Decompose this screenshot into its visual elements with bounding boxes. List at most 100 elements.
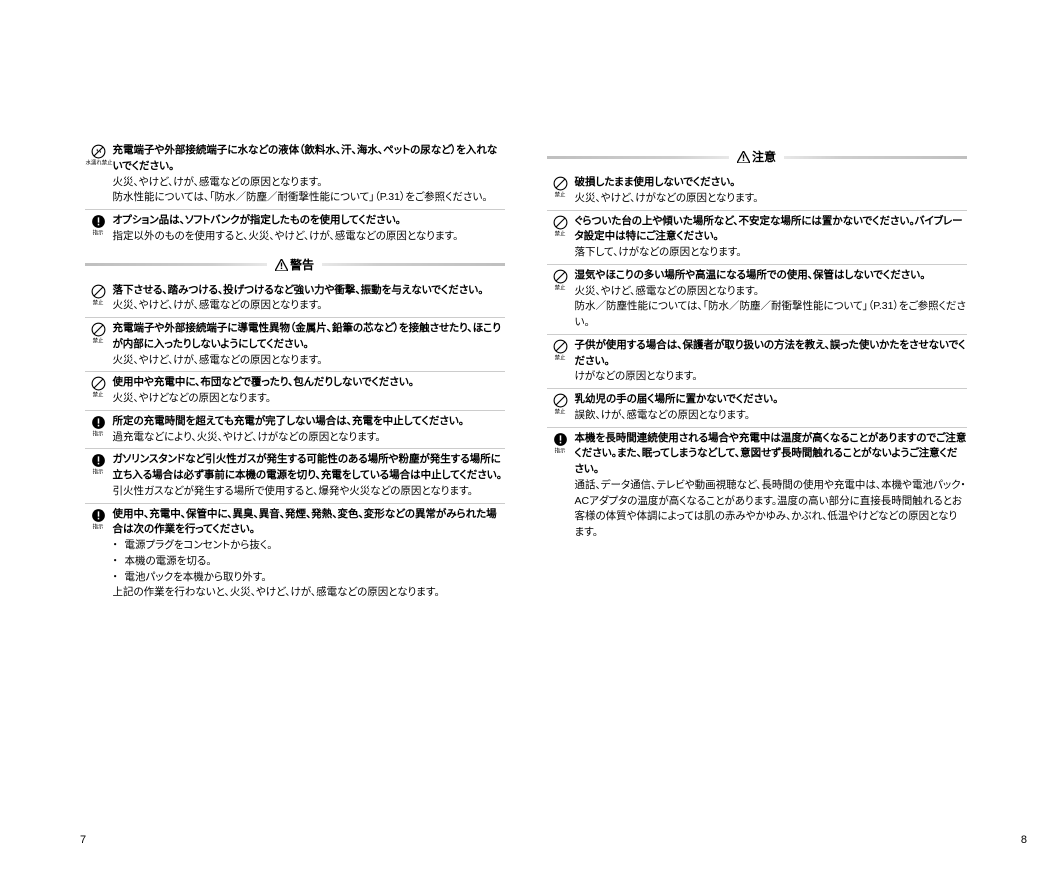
divider-bar [547,156,730,159]
safety-text: 破損したまま使用しないでください。 火災、やけど、けがなどの原因となります。 [575,175,967,207]
bullet-text: 電池パックを本機から取り外す。 [125,570,267,586]
safety-bold: 乳幼児の手の届く場所に置かないでください。 [575,392,967,408]
safety-item: 指示 オプション品は、ソフトバンクが指定したものを使用してください。 指定以外の… [85,210,505,248]
safety-text: ぐらついた台の上や傾いた場所など、不安定な場所には置かないでください。バイブレー… [575,214,967,261]
bullet-dot: ・ [113,538,125,554]
safety-line: 火災、やけど、けがなどの原因となります。 [575,191,967,207]
bullet: ・本機の電源を切る。 [113,554,505,570]
icon-label: 禁止 [93,300,104,308]
safety-text: 本機を長時間連続使用される場合や充電中は温度が高くなることがありますのでご注意く… [575,431,967,541]
safety-line: 誤飲、けが、感電などの原因となります。 [575,408,967,424]
instruct-icon [553,432,568,447]
icon-label: 指示 [555,448,566,456]
icon-col: 禁止 [85,376,113,401]
safety-text: ガソリンスタンドなど引火性ガスが発生する可能性のある場所や粉塵が発生する場所に立… [113,452,505,499]
safety-bold: 落下させる、踏みつける、投げつけるなど強い力や衝撃、振動を与えないでください。 [113,283,505,299]
safety-line: 火災、やけどなどの原因となります。 [113,391,505,407]
instruct-icon [91,214,106,229]
instruct-icon [91,415,106,430]
safety-text: 落下させる、踏みつける、投げつけるなど強い力や衝撃、振動を与えないでください。 … [113,283,505,315]
heading-text: 警告 [290,256,314,274]
safety-text: オプション品は、ソフトバンクが指定したものを使用してください。 指定以外のものを… [113,213,505,245]
safety-line: 火災、やけど、けが、感電などの原因となります。 [113,353,505,369]
divider-bar [85,263,268,266]
safety-text: 子供が使用する場合は、保護者が取り扱いの方法を教え、誤った使いかたをさせないでく… [575,338,967,385]
prohibit-icon [553,339,568,354]
safety-text: 使用中や充電中に、布団などで覆ったり、包んだりしないでください。 火災、やけどな… [113,375,505,407]
icon-label: 水濡れ禁止 [85,160,112,168]
prohibit-icon [553,215,568,230]
safety-bold: 所定の充電時間を超えても充電が完了しない場合は、充電を中止してください。 [113,414,505,430]
safety-item: 水濡れ禁止 充電端子や外部接続端子に水などの液体（飲料水、汗、海水、ペットの尿な… [85,140,505,210]
safety-text: 充電端子や外部接続端子に導電性異物（金属片、鉛筆の芯など）を接触させたり、ほこり… [113,321,505,368]
bullet-dot: ・ [113,570,125,586]
bullet-text: 本機の電源を切る。 [125,554,212,570]
icon-col: 禁止 [547,269,575,294]
safety-bold: 使用中や充電中に、布団などで覆ったり、包んだりしないでください。 [113,375,505,391]
icon-col: 指示 [85,453,113,478]
page-number-right: 8 [1021,834,1027,846]
warning-list: 禁止 落下させる、踏みつける、投げつけるなど強い力や衝撃、振動を与えないでくださ… [85,280,505,605]
safety-line: 指定以外のものを使用すると、火災、やけど、けが、感電などの原因となります。 [113,229,505,245]
safety-text: 使用中、充電中、保管中に、異臭、異音、発煙、発熱、変色、変形などの異常がみられた… [113,507,505,602]
prohibit-icon [91,322,106,337]
icon-label: 指示 [93,524,104,532]
safety-item: 禁止 乳幼児の手の届く場所に置かないでください。 誤飲、けが、感電などの原因とな… [547,389,967,428]
safety-bold: 子供が使用する場合は、保護者が取り扱いの方法を教え、誤った使いかたをさせないでく… [575,338,967,370]
safety-line: 通話、データ通信、テレビや動画視聴など、長時間の使用や充電中は、本機や電池パック… [575,478,967,541]
icon-col: 禁止 [547,215,575,240]
safety-line: 引火性ガスなどが発生する場所で使用すると、爆発や火災などの原因となります。 [113,484,505,500]
safety-item: 禁止 子供が使用する場合は、保護者が取り扱いの方法を教え、誤った使いかたをさせな… [547,335,967,389]
no-water-icon [91,144,106,159]
safety-line: 過充電などにより、火災、やけど、けがなどの原因となります。 [113,430,505,446]
safety-item: 禁止 落下させる、踏みつける、投げつけるなど強い力や衝撃、振動を与えないでくださ… [85,280,505,319]
safety-item: 禁止 湿気やほこりの多い場所や高温になる場所での使用、保管はしないでください。 … [547,265,967,335]
icon-label: 禁止 [93,392,104,400]
icon-col: 指示 [85,214,113,239]
safety-text: 湿気やほこりの多い場所や高温になる場所での使用、保管はしないでください。 火災、… [575,268,967,331]
safety-line: けがなどの原因となります。 [575,369,967,385]
safety-bold: ぐらついた台の上や傾いた場所など、不安定な場所には置かないでください。バイブレー… [575,214,967,246]
safety-item: 禁止 使用中や充電中に、布団などで覆ったり、包んだりしないでください。 火災、や… [85,372,505,411]
icon-label: 指示 [93,230,104,238]
icon-label: 禁止 [555,285,566,293]
divider-bar [322,263,505,266]
icon-col: 禁止 [85,322,113,347]
page-spread: 水濡れ禁止 充電端子や外部接続端子に水などの液体（飲料水、汗、海水、ペットの尿な… [85,0,967,886]
safety-item: 禁止 破損したまま使用しないでください。 火災、やけど、けがなどの原因となります… [547,172,967,211]
safety-line: 落下して、けがなどの原因となります。 [575,245,967,261]
safety-item: 指示 使用中、充電中、保管中に、異臭、異音、発煙、発熱、変色、変形などの異常がみ… [85,504,505,605]
bullet-dot: ・ [113,554,125,570]
heading-warning: 警告 [85,256,505,274]
icon-col: 禁止 [85,284,113,309]
safety-bold: 充電端子や外部接続端子に水などの液体（飲料水、汗、海水、ペットの尿など）を入れな… [113,143,505,175]
heading-label: 注意 [737,148,776,166]
safety-bold: 本機を長時間連続使用される場合や充電中は温度が高くなることがありますのでご注意く… [575,431,967,478]
safety-bold: 使用中、充電中、保管中に、異臭、異音、発煙、発熱、変色、変形などの異常がみられた… [113,507,505,539]
safety-text: 充電端子や外部接続端子に水などの液体（飲料水、汗、海水、ペットの尿など）を入れな… [113,143,505,206]
safety-line: 火災、やけど、感電などの原因となります。 [575,284,967,300]
icon-col: 指示 [85,508,113,533]
heading-caution: 注意 [547,148,967,166]
bullet: ・電源プラグをコンセントから抜く。 [113,538,505,554]
page-left: 水濡れ禁止 充電端子や外部接続端子に水などの液体（飲料水、汗、海水、ペットの尿な… [85,140,505,886]
icon-label: 禁止 [555,231,566,239]
safety-bold: 破損したまま使用しないでください。 [575,175,967,191]
icon-label: 禁止 [555,409,566,417]
safety-line: 火災、やけど、けが、感電などの原因となります。 [113,298,505,314]
icon-label: 禁止 [93,338,104,346]
safety-item: 禁止 ぐらついた台の上や傾いた場所など、不安定な場所には置かないでください。バイ… [547,211,967,265]
safety-bold: オプション品は、ソフトバンクが指定したものを使用してください。 [113,213,505,229]
heading-label: 警告 [275,256,314,274]
safety-item: 指示 ガソリンスタンドなど引火性ガスが発生する可能性のある場所や粉塵が発生する場… [85,449,505,503]
safety-line: 防水性能については、「防水／防塵／耐衝撃性能について」（P.31）をご参照くださ… [113,190,505,206]
instruct-icon [91,453,106,468]
safety-line: 火災、やけど、けが、感電などの原因となります。 [113,175,505,191]
icon-col: 水濡れ禁止 [85,144,113,169]
instruct-icon [91,508,106,523]
icon-label: 禁止 [555,355,566,363]
icon-label: 禁止 [555,192,566,200]
safety-bold: 充電端子や外部接続端子に導電性異物（金属片、鉛筆の芯など）を接触させたり、ほこり… [113,321,505,353]
safety-item: 指示 所定の充電時間を超えても充電が完了しない場合は、充電を中止してください。 … [85,411,505,450]
icon-col: 指示 [547,432,575,457]
